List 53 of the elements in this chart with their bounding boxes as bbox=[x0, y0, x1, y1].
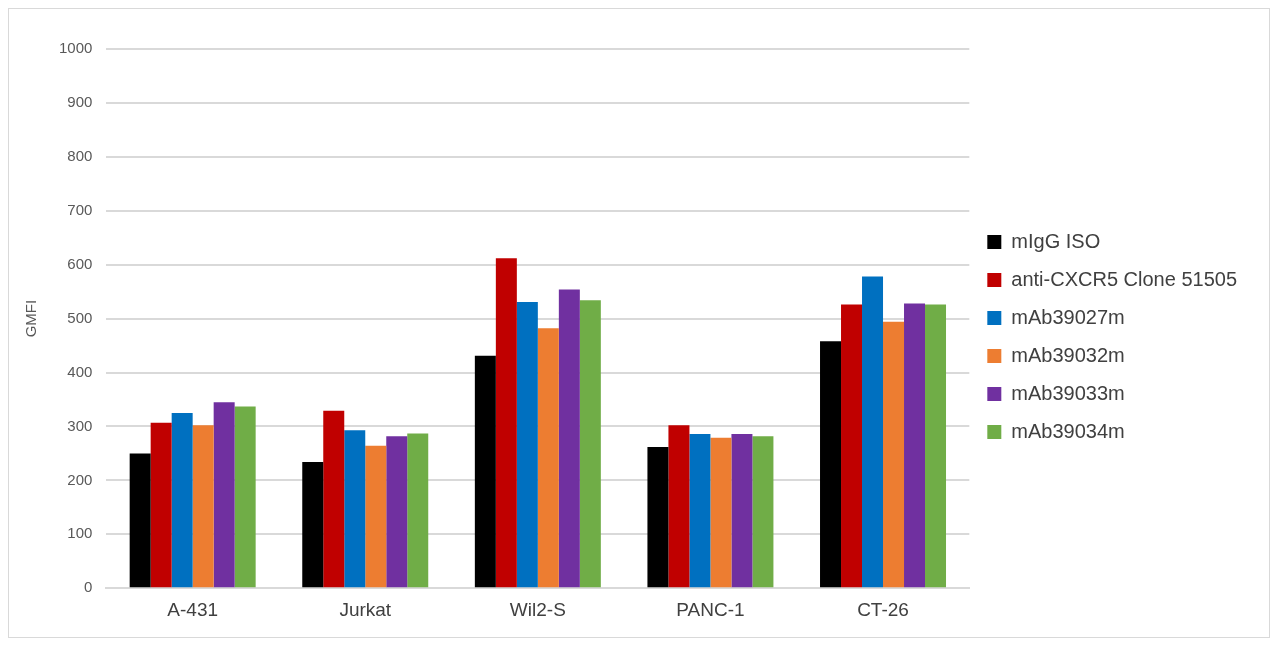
bar bbox=[537, 328, 559, 588]
bar bbox=[302, 462, 324, 588]
bar bbox=[579, 300, 601, 588]
y-tick-label: 900 bbox=[67, 93, 93, 111]
bar bbox=[689, 433, 711, 588]
y-tick-label: 0 bbox=[84, 578, 93, 596]
bar bbox=[495, 258, 517, 588]
y-axis-title: GMFI bbox=[22, 299, 40, 338]
y-tick-label: 400 bbox=[67, 362, 93, 380]
bar bbox=[407, 433, 429, 588]
bar bbox=[925, 304, 947, 588]
legend-label: mAb39027m bbox=[1011, 305, 1125, 328]
bar bbox=[731, 433, 753, 588]
bar bbox=[474, 355, 496, 588]
bar bbox=[647, 446, 669, 588]
y-tick-label: 200 bbox=[67, 470, 93, 488]
bar bbox=[213, 402, 235, 588]
bar bbox=[171, 412, 193, 588]
bar bbox=[150, 422, 172, 588]
legend-label: anti-CXCR5 Clone 51505 bbox=[1011, 267, 1237, 290]
y-tick-label: 1000 bbox=[58, 39, 93, 57]
bar bbox=[234, 406, 256, 588]
bar bbox=[516, 301, 538, 588]
x-tick-label: CT-26 bbox=[857, 598, 909, 620]
bar bbox=[820, 341, 842, 588]
bar bbox=[386, 436, 408, 588]
y-tick-label: 100 bbox=[67, 524, 93, 542]
bar bbox=[365, 445, 387, 588]
legend-label: mIgG ISO bbox=[1011, 229, 1101, 252]
bar bbox=[841, 304, 863, 588]
bar bbox=[904, 303, 926, 588]
y-tick-label: 300 bbox=[67, 416, 93, 434]
bar bbox=[752, 436, 774, 588]
x-tick-label: Wil2-S bbox=[509, 598, 566, 620]
legend-label: mAb39034m bbox=[1011, 419, 1125, 442]
legend-label: mAb39033m bbox=[1011, 381, 1125, 404]
x-tick-label: PANC-1 bbox=[676, 598, 745, 620]
y-tick-label: 700 bbox=[67, 200, 93, 218]
legend-label: mAb39032m bbox=[1011, 343, 1125, 366]
y-tick-label: 500 bbox=[67, 308, 93, 326]
bar bbox=[668, 425, 690, 588]
bar bbox=[558, 289, 580, 588]
bar bbox=[323, 410, 345, 588]
bar bbox=[883, 321, 905, 588]
bar bbox=[710, 437, 732, 588]
bar bbox=[192, 425, 214, 588]
x-tick-label: A-431 bbox=[167, 598, 219, 620]
bar bbox=[129, 453, 151, 588]
bar bbox=[862, 276, 884, 588]
y-tick-label: 600 bbox=[67, 254, 93, 272]
y-tick-label: 800 bbox=[67, 146, 93, 164]
x-tick-label: Jurkat bbox=[339, 598, 392, 620]
bar bbox=[344, 430, 366, 588]
